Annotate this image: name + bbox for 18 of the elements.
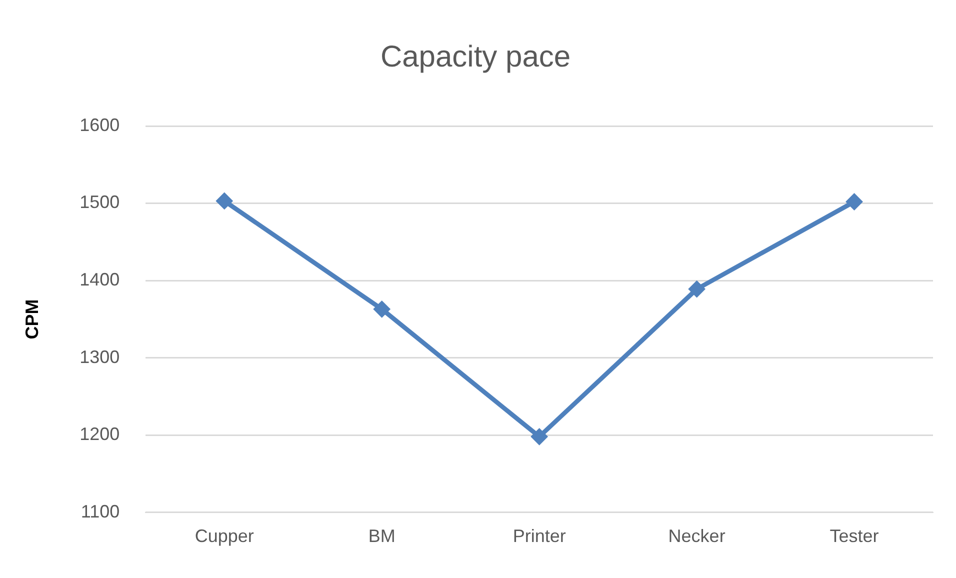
- y-tick-label: 1400: [80, 270, 120, 290]
- y-axis-title: CPM: [22, 299, 42, 340]
- point: [216, 192, 233, 210]
- y-tick-label: 1600: [80, 114, 120, 135]
- point: [846, 193, 863, 210]
- y-tick-label: 1300: [80, 346, 120, 367]
- x-tick-label: BM: [368, 526, 396, 546]
- x-tick-label: Necker: [668, 526, 726, 546]
- point: [688, 280, 706, 298]
- point: [373, 300, 390, 318]
- chart-title: Capacity pace: [380, 40, 571, 74]
- y-tick-label: 1200: [80, 424, 120, 444]
- x-tick-label: Cupper: [194, 526, 254, 546]
- x-tick-label: Tester: [830, 526, 879, 546]
- x-tick-label: Printer: [512, 526, 566, 546]
- y-tick-label: 1100: [80, 501, 120, 522]
- point: [530, 428, 548, 446]
- y-tick-label: 1500: [80, 192, 120, 212]
